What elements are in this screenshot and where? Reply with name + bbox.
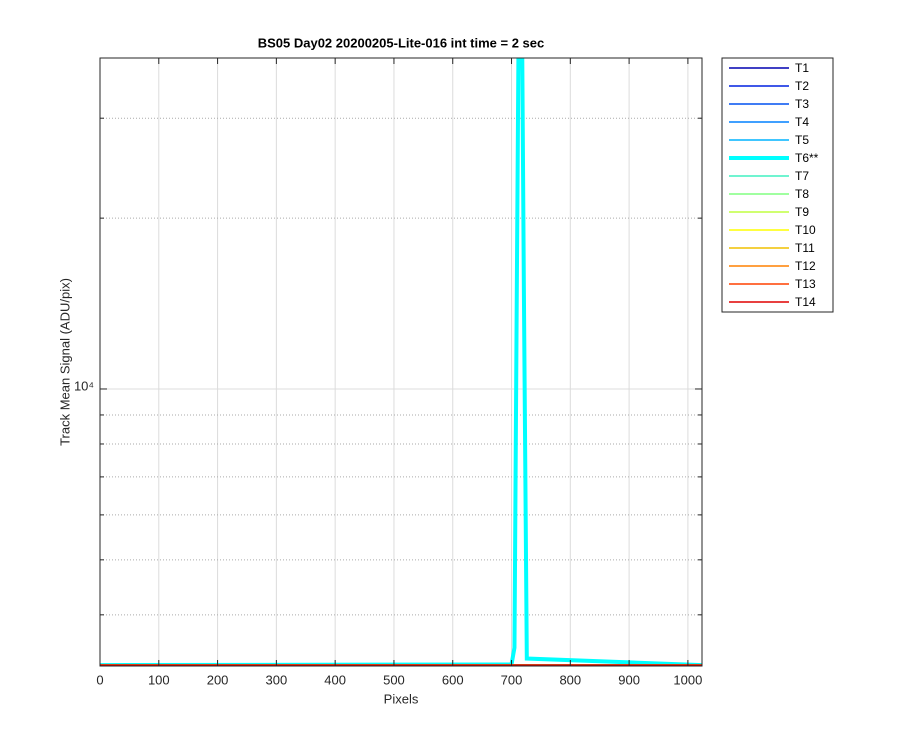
x-tick-label: 200 [207, 672, 229, 687]
grid [99, 58, 702, 666]
lines [100, 58, 702, 666]
chart-title: BS05 Day02 20200205-Lite-016 int time = … [258, 35, 545, 50]
legend-label: T12 [795, 259, 816, 273]
legend-label: T10 [795, 223, 816, 237]
legend-label: T7 [795, 169, 809, 183]
x-tick-label: 700 [501, 672, 523, 687]
x-tick-label: 100 [148, 672, 170, 687]
x-tick-label: 500 [383, 672, 405, 687]
ticks: 0 100 200 300 400 500 600 700 800 900 1000 10⁴ [74, 58, 702, 687]
legend: T1 T2 T3 T4 T5 T6** T7 T8 T9 T10 T11 T12 T13 T14 [729, 61, 819, 309]
legend-label: T11 [795, 241, 815, 255]
x-tick-label: 900 [618, 672, 640, 687]
legend-label: T4 [795, 115, 809, 129]
plot-area [100, 58, 702, 666]
legend-label: T2 [795, 79, 809, 93]
x-tick-label: 0 [96, 672, 103, 687]
legend-label: T8 [795, 187, 809, 201]
legend-box [721, 57, 834, 313]
legend-label: T1 [795, 61, 809, 75]
x-tick-label: 800 [559, 672, 581, 687]
legend-label: T3 [795, 97, 809, 111]
legend-label: T14 [795, 295, 816, 309]
x-tick-label: 1000 [673, 672, 702, 687]
y-axis-label: Track Mean Signal (ADU/pix) [57, 278, 72, 446]
y-tick-label: 10⁴ [74, 378, 94, 393]
series-line [100, 58, 702, 666]
x-tick-label: 400 [324, 672, 346, 687]
axes-box [99, 57, 703, 667]
x-tick-label: 600 [442, 672, 464, 687]
legend-label: T6** [795, 151, 819, 165]
x-tick-label: 300 [266, 672, 288, 687]
x-axis-label: Pixels [384, 691, 419, 706]
legend-label: T9 [795, 205, 809, 219]
legend-label: T5 [795, 133, 809, 147]
legend-label: T13 [795, 277, 816, 291]
